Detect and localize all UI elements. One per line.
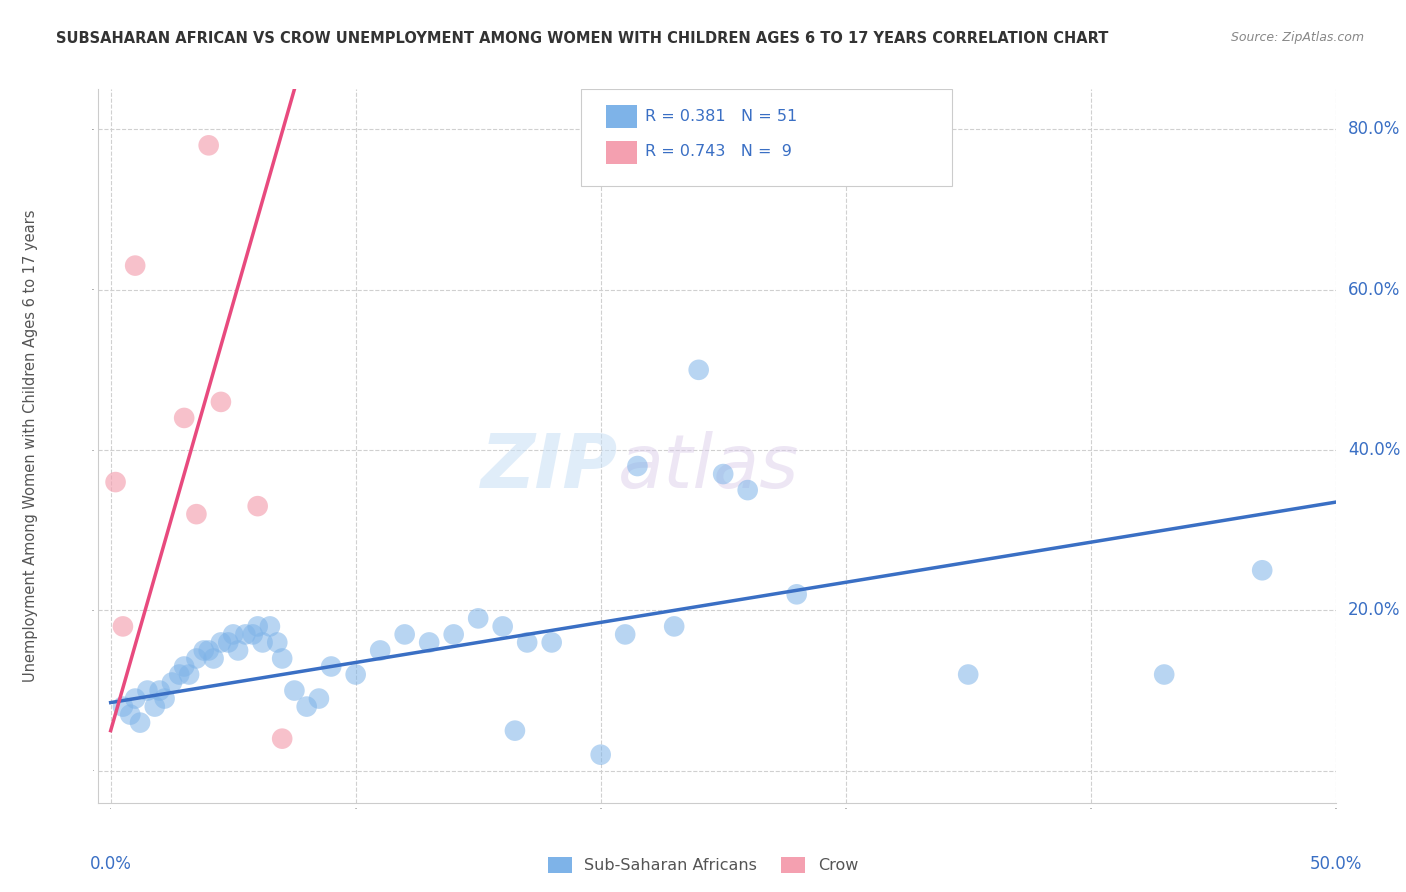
Point (688, 363, 710, 377)
Point (283, 683, 305, 698)
Text: 50.0%: 50.0% (1309, 855, 1362, 873)
Point (259, 619, 281, 633)
Text: 0.0%: 0.0% (90, 855, 132, 873)
Point (344, 667, 367, 681)
Point (540, 635, 562, 649)
Bar (606, 141, 637, 164)
Point (197, 643, 219, 657)
Point (368, 643, 391, 657)
Text: atlas: atlas (619, 432, 800, 503)
Point (321, 659, 343, 673)
Point (589, 747, 612, 762)
Point (153, 691, 176, 706)
Text: 20.0%: 20.0% (1348, 601, 1400, 619)
Point (626, 458, 648, 473)
Text: 60.0%: 60.0% (1348, 281, 1400, 299)
Point (252, 635, 274, 649)
Point (173, 411, 195, 425)
Point (143, 699, 166, 714)
Point (169, 667, 191, 681)
Point (186, 651, 208, 665)
Point (226, 643, 249, 657)
Point (664, 619, 686, 633)
Point (394, 627, 416, 641)
Point (443, 627, 465, 641)
Text: SUBSAHARAN AFRICAN VS CROW UNEMPLOYMENT AMONG WOMEN WITH CHILDREN AGES 6 TO 17 Y: SUBSAHARAN AFRICAN VS CROW UNEMPLOYMENT … (56, 31, 1108, 46)
Point (266, 635, 288, 649)
Point (197, 138, 219, 153)
Point (222, 627, 245, 641)
Point (418, 635, 440, 649)
Point (271, 651, 294, 665)
Point (160, 675, 183, 690)
Point (957, 667, 980, 681)
Text: 40.0%: 40.0% (1348, 441, 1400, 459)
Point (516, 635, 538, 649)
Point (209, 395, 232, 409)
Point (492, 619, 515, 633)
FancyBboxPatch shape (581, 89, 952, 186)
Point (104, 475, 127, 489)
Point (217, 635, 239, 649)
Legend: Sub-Saharan Africans, Crow: Sub-Saharan Africans, Crow (541, 850, 865, 880)
Point (177, 667, 200, 681)
Point (308, 691, 330, 706)
Point (246, 619, 269, 633)
Text: R = 0.381   N = 51: R = 0.381 N = 51 (645, 109, 797, 124)
Point (467, 611, 489, 625)
Text: Source: ZipAtlas.com: Source: ZipAtlas.com (1230, 31, 1364, 45)
Point (295, 699, 318, 714)
Point (786, 587, 808, 601)
Point (129, 715, 152, 730)
Point (124, 259, 146, 273)
Text: ZIP: ZIP (481, 431, 619, 504)
Point (242, 627, 264, 641)
Point (149, 683, 172, 698)
Point (111, 699, 134, 714)
Point (186, 507, 208, 521)
Point (173, 659, 195, 673)
Point (614, 627, 637, 641)
Point (193, 643, 215, 657)
Point (136, 683, 159, 698)
Point (209, 635, 232, 649)
Point (737, 483, 759, 497)
Point (202, 651, 225, 665)
Point (120, 707, 142, 722)
Text: R = 0.743   N =  9: R = 0.743 N = 9 (645, 145, 792, 160)
Bar (606, 105, 637, 128)
Point (111, 619, 134, 633)
Text: 80.0%: 80.0% (1348, 120, 1400, 138)
Point (711, 467, 734, 481)
Point (1153, 667, 1175, 681)
Point (246, 499, 269, 513)
Point (124, 691, 146, 706)
Point (1251, 563, 1274, 577)
Point (271, 731, 294, 746)
Text: Unemployment Among Women with Children Ages 6 to 17 years: Unemployment Among Women with Children A… (22, 210, 38, 682)
Point (503, 723, 526, 738)
Point (235, 627, 257, 641)
